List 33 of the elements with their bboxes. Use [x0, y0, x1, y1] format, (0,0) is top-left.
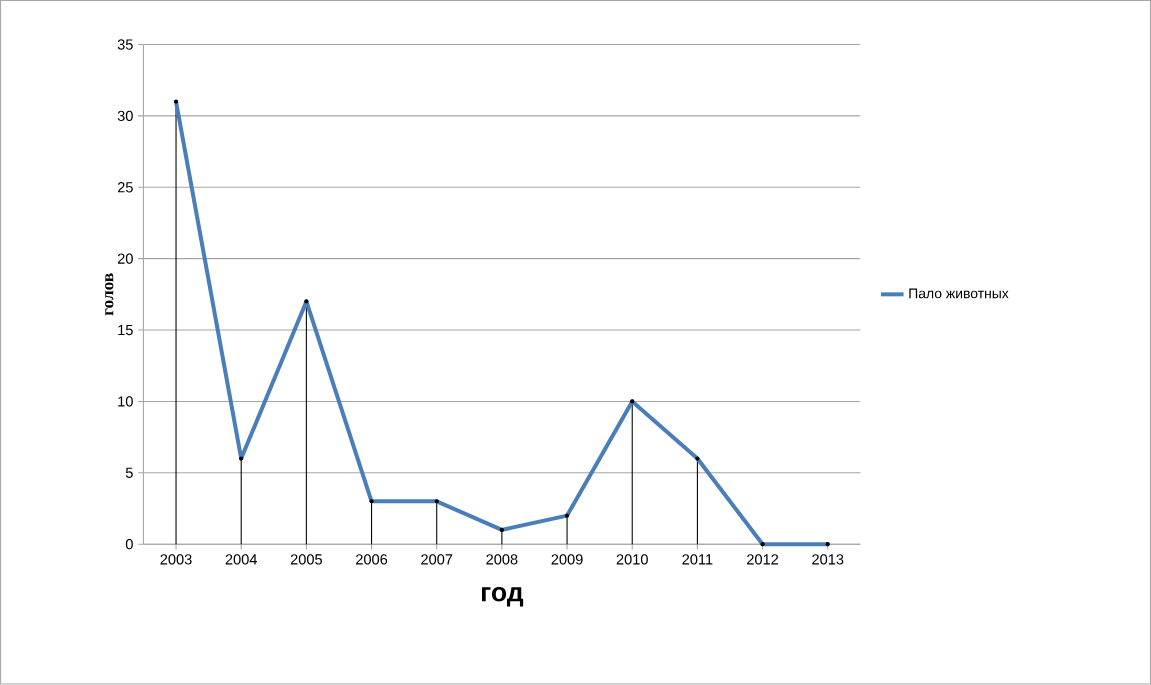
- point: [173, 99, 179, 104]
- point: [695, 456, 700, 461]
- y-tick-label: 35: [117, 39, 133, 50]
- y-tick-label: 5: [125, 467, 133, 479]
- x-tick-label: 2007: [421, 554, 453, 565]
- y-axis-title: голов: [105, 273, 114, 316]
- x-tick-label: 2011: [682, 554, 713, 565]
- x-axis-title: год: [482, 587, 524, 607]
- y-tick-label: 0: [125, 539, 133, 550]
- x-tick-label: 2003: [160, 554, 192, 565]
- point: [825, 542, 830, 547]
- point: [434, 499, 439, 504]
- point: [564, 513, 570, 518]
- x-tick-label: 2008: [486, 554, 518, 565]
- point: [304, 299, 309, 304]
- point: [760, 542, 765, 547]
- point: [239, 456, 244, 461]
- x-tick-label: 2009: [551, 554, 583, 565]
- x-tick-label: 2005: [290, 554, 322, 565]
- x-tick-label: 2012: [747, 554, 779, 565]
- point: [630, 399, 635, 404]
- x-tick-label: 2010: [616, 554, 648, 565]
- legend-label: Пало животных: [909, 288, 1009, 299]
- y-tick-label: 20: [117, 253, 133, 265]
- y-tick-label: 15: [118, 325, 133, 336]
- x-tick-label: 2013: [812, 554, 844, 565]
- y-tick-label: 25: [117, 182, 133, 193]
- y-tick-label: 10: [118, 396, 133, 407]
- x-tick-label: 2006: [356, 554, 388, 565]
- y-tick-label: 30: [117, 110, 133, 122]
- x-tick-label: 2004: [225, 554, 257, 565]
- point: [369, 499, 374, 504]
- point: [499, 527, 505, 533]
